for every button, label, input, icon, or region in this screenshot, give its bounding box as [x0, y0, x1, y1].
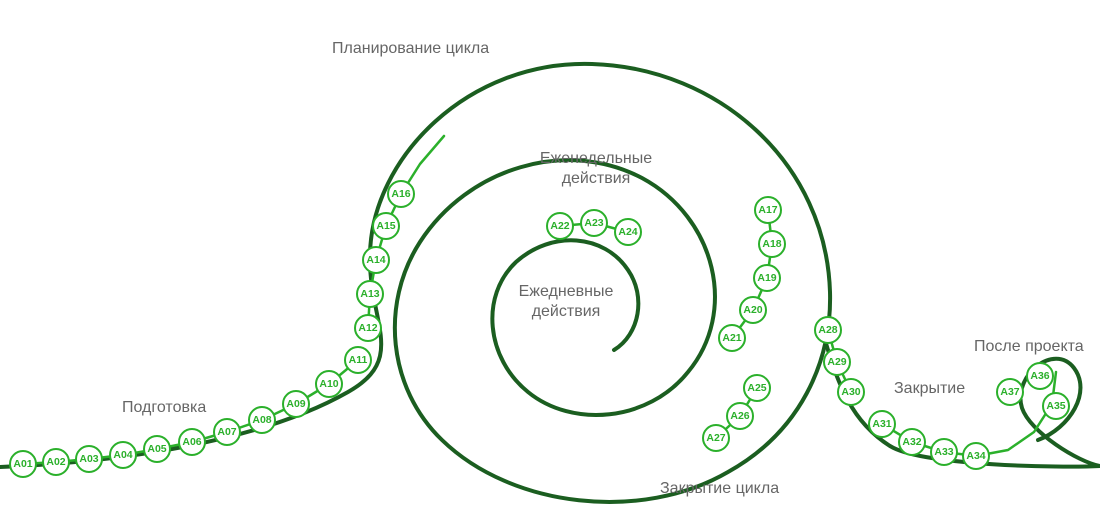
node-a04[interactable]: A04 — [109, 441, 137, 469]
node-a14[interactable]: A14 — [362, 246, 390, 274]
node-a08[interactable]: A08 — [248, 406, 276, 434]
node-a20[interactable]: A20 — [739, 296, 767, 324]
node-a31[interactable]: A31 — [868, 410, 896, 438]
node-a23[interactable]: A23 — [580, 209, 608, 237]
node-a21[interactable]: A21 — [718, 324, 746, 352]
node-a29[interactable]: A29 — [823, 348, 851, 376]
label-weekly: Еженедельные действия — [540, 149, 652, 189]
node-a13[interactable]: A13 — [356, 280, 384, 308]
node-a27[interactable]: A27 — [702, 424, 730, 452]
node-a22[interactable]: A22 — [546, 212, 574, 240]
node-a34[interactable]: A34 — [962, 442, 990, 470]
label-plan: Планирование цикла — [332, 39, 489, 59]
label-daily: Ежедневные действия — [519, 282, 614, 322]
node-a25[interactable]: A25 — [743, 374, 771, 402]
node-a11[interactable]: A11 — [344, 346, 372, 374]
node-a16[interactable]: A16 — [387, 180, 415, 208]
node-a06[interactable]: A06 — [178, 428, 206, 456]
node-a05[interactable]: A05 — [143, 435, 171, 463]
node-a01[interactable]: A01 — [9, 450, 37, 478]
label-cycle_close: Закрытие цикла — [660, 479, 779, 499]
node-a36[interactable]: A36 — [1026, 362, 1054, 390]
node-a19[interactable]: A19 — [753, 264, 781, 292]
node-a07[interactable]: A07 — [213, 418, 241, 446]
node-a24[interactable]: A24 — [614, 218, 642, 246]
node-a17[interactable]: A17 — [754, 196, 782, 224]
node-a02[interactable]: A02 — [42, 448, 70, 476]
label-prep: Подготовка — [122, 398, 206, 418]
node-a37[interactable]: A37 — [996, 378, 1024, 406]
node-a30[interactable]: A30 — [837, 378, 865, 406]
node-a32[interactable]: A32 — [898, 428, 926, 456]
node-a03[interactable]: A03 — [75, 445, 103, 473]
node-a28[interactable]: A28 — [814, 316, 842, 344]
spiral-svg — [0, 0, 1100, 506]
node-a33[interactable]: A33 — [930, 438, 958, 466]
node-a26[interactable]: A26 — [726, 402, 754, 430]
node-a18[interactable]: A18 — [758, 230, 786, 258]
node-a12[interactable]: A12 — [354, 314, 382, 342]
node-a15[interactable]: A15 — [372, 212, 400, 240]
diagram-stage: A01A02A03A04A05A06A07A08A09A10A11 A12 A13 A… — [0, 0, 1100, 506]
label-close: Закрытие — [894, 379, 965, 399]
node-a35[interactable]: A35 — [1042, 392, 1070, 420]
node-a10[interactable]: A10 — [315, 370, 343, 398]
node-a09[interactable]: A09 — [282, 390, 310, 418]
label-after: После проекта — [974, 337, 1084, 357]
